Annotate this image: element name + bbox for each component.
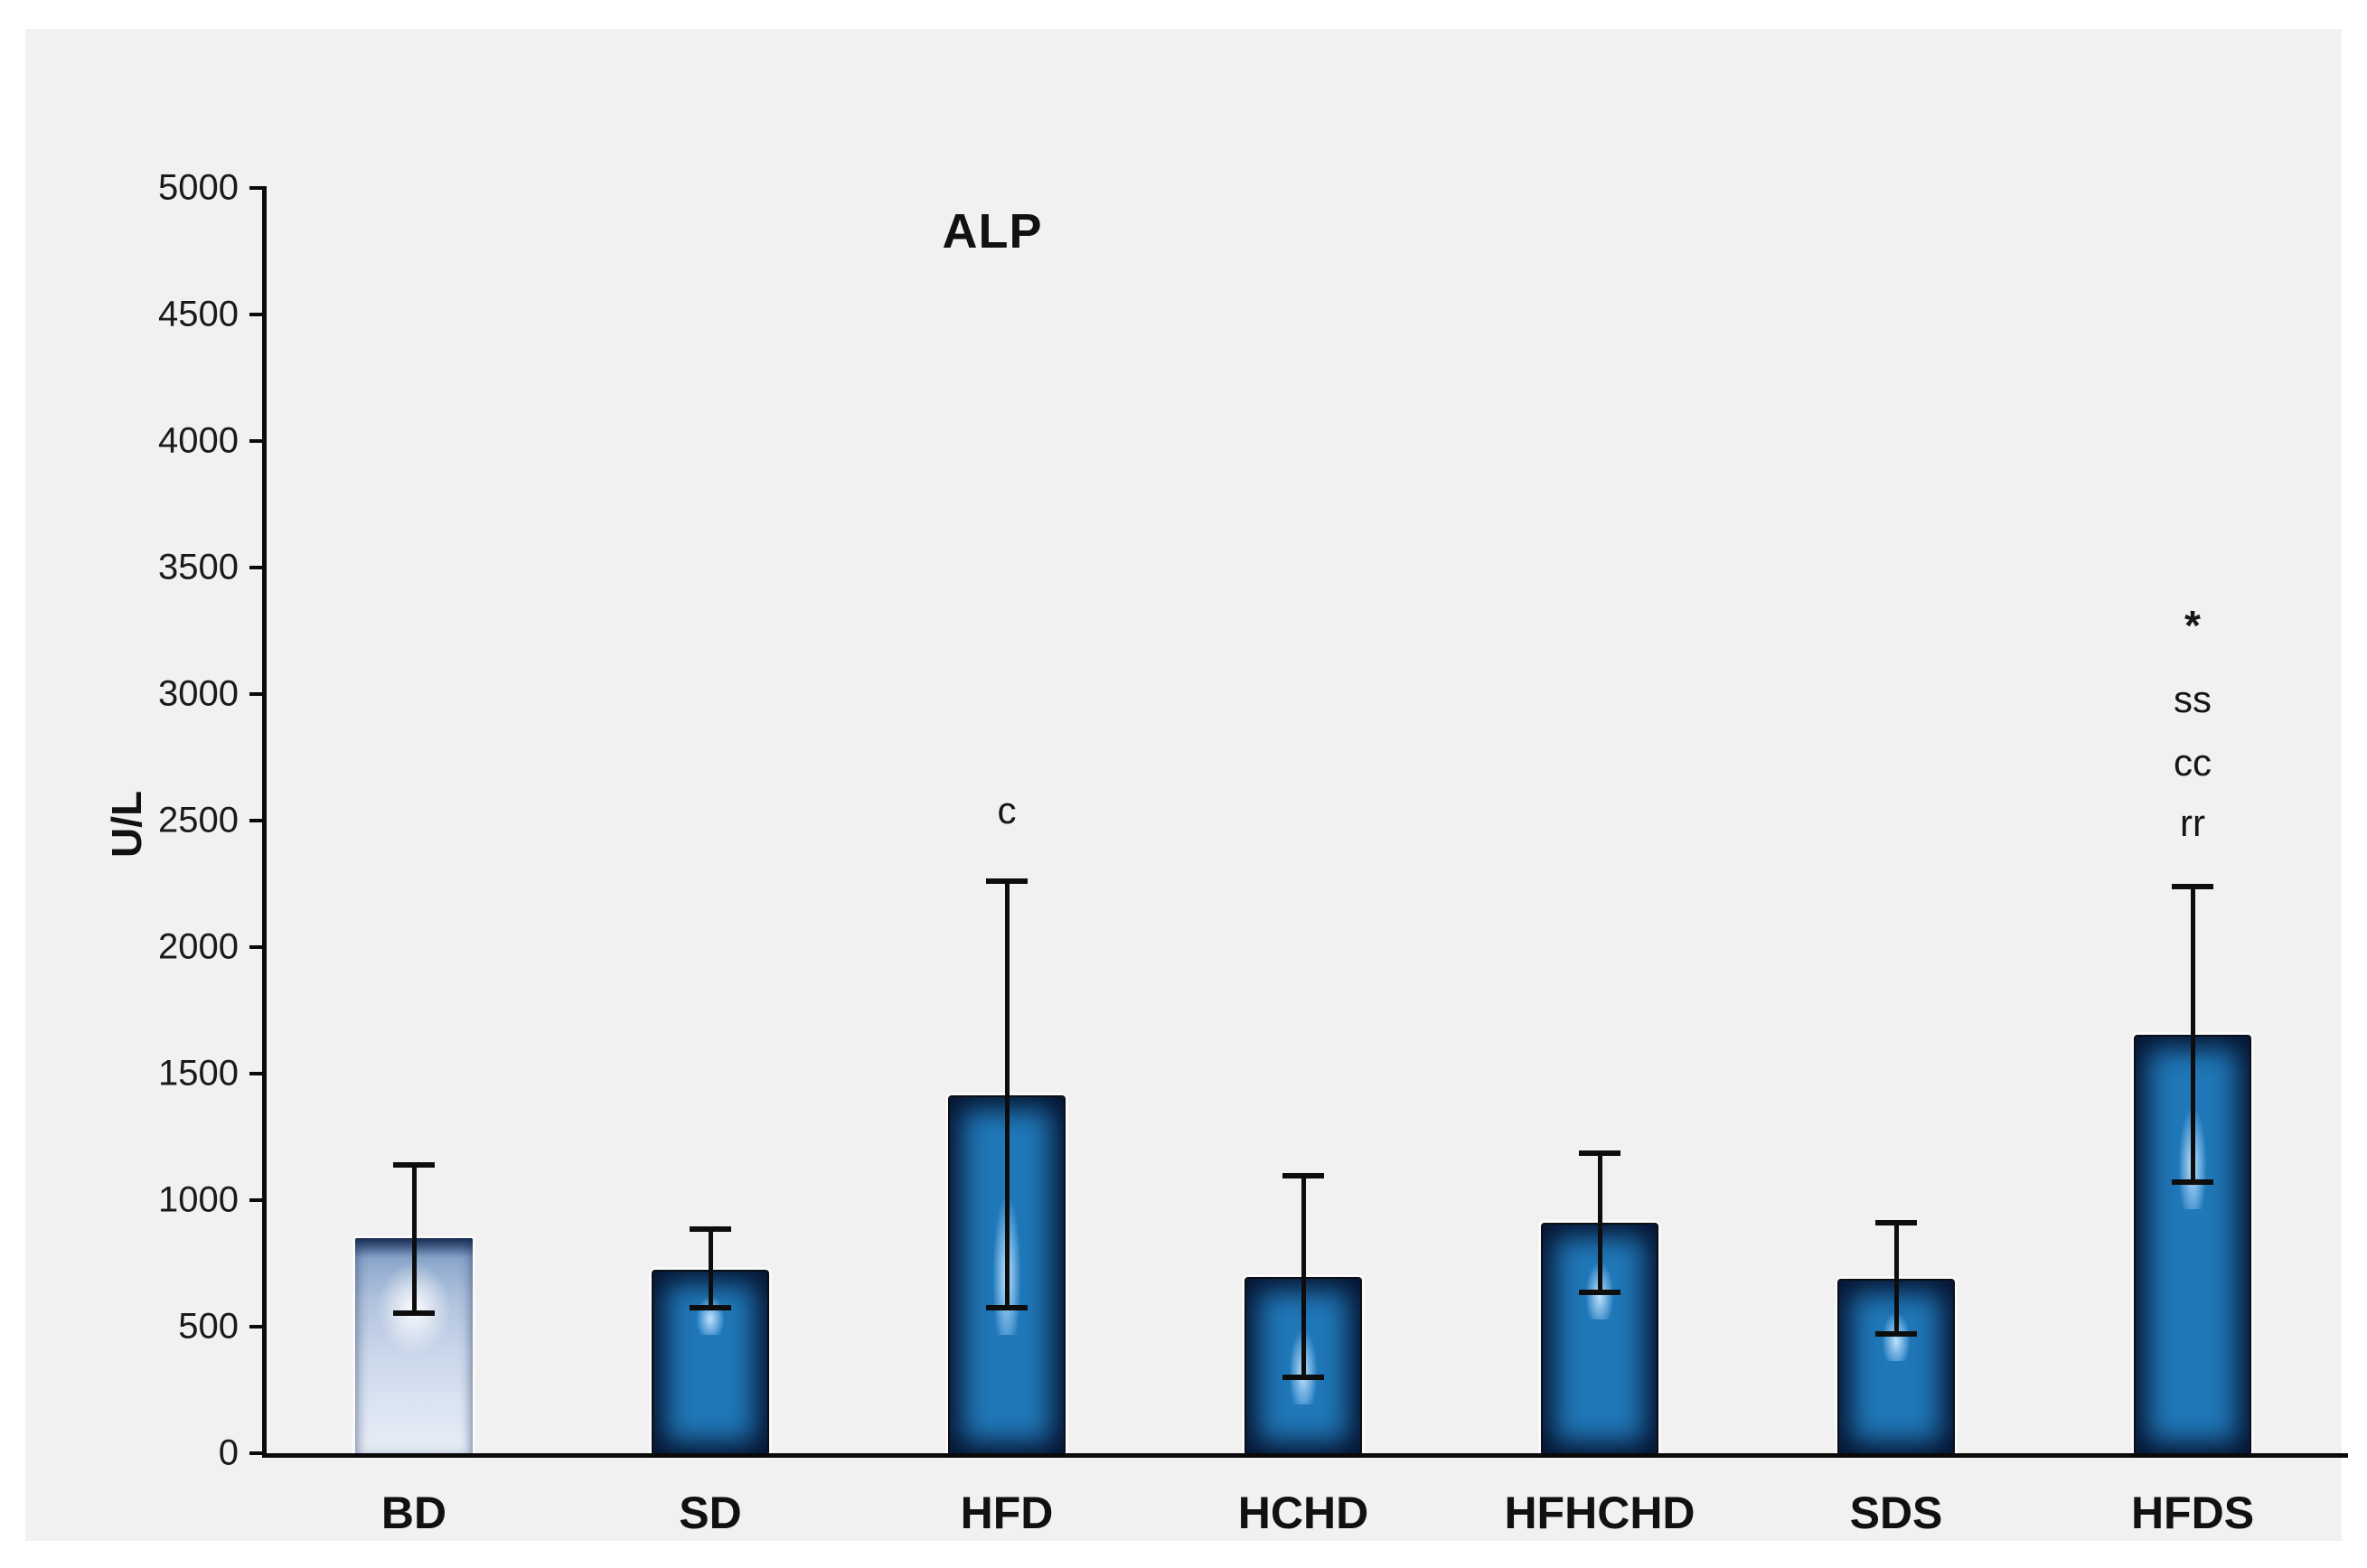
y-tick — [249, 1451, 264, 1455]
y-tick — [249, 313, 264, 316]
y-tick-label: 0 — [218, 1432, 239, 1473]
x-axis — [262, 1453, 2348, 1458]
y-tick — [249, 439, 264, 443]
y-tick-label: 1000 — [158, 1179, 239, 1220]
error-bar-HFDS — [2190, 886, 2195, 1183]
error-bar-BD — [411, 1164, 417, 1313]
error-cap-top-HFD — [986, 878, 1028, 885]
error-bar-SDS — [1893, 1223, 1899, 1335]
y-tick — [249, 186, 264, 190]
error-bar-HCHD — [1301, 1176, 1306, 1377]
plot-area: 0 500 1000 1500 2000 2500 3000 3500 4000 4500 5000… — [25, 29, 2367, 1568]
category-label-SD: SD — [679, 1488, 742, 1538]
error-bar-SD — [708, 1229, 713, 1308]
y-tick — [249, 692, 264, 696]
error-cap-bottom-HFD — [986, 1305, 1028, 1310]
error-cap-bottom-HFHCHD — [1579, 1290, 1620, 1296]
chart-panel: ALP U/L 0 500 1000 1500 2000 2500 3000 3500 4000… — [25, 29, 2348, 1541]
error-cap-bottom-HCHD — [1282, 1375, 1324, 1380]
y-tick — [249, 819, 264, 822]
error-cap-top-HCHD — [1282, 1173, 1324, 1179]
error-cap-bottom-HFDS — [2172, 1179, 2213, 1186]
y-tick-label: 4000 — [158, 420, 239, 461]
y-tick-label: 3000 — [158, 673, 239, 714]
y-tick — [249, 945, 264, 949]
y-tick — [249, 566, 264, 569]
annotation-HFDS-star: * — [2184, 602, 2201, 650]
y-tick — [249, 1325, 264, 1329]
annotation-HFDS-rr: rr — [2180, 801, 2205, 844]
y-tick-label: 5000 — [158, 167, 239, 208]
y-tick-label: 4500 — [158, 294, 239, 334]
category-label-HFD: HFD — [960, 1488, 1054, 1538]
category-label-HFDS: HFDS — [2130, 1488, 2255, 1538]
annotation-HFD-c: c — [997, 788, 1017, 831]
y-tick-label: 2000 — [158, 926, 239, 967]
y-tick-label: 1500 — [158, 1053, 239, 1094]
category-label-HCHD: HCHD — [1237, 1488, 1369, 1538]
category-label-HFHCHD: HFHCHD — [1504, 1488, 1695, 1538]
error-cap-bottom-SDS — [1875, 1331, 1917, 1338]
error-cap-top-BD — [393, 1161, 435, 1168]
error-cap-top-HFHCHD — [1579, 1150, 1620, 1157]
chart-title: ALP — [942, 204, 1043, 258]
error-cap-top-HFDS — [2172, 883, 2213, 889]
error-cap-top-SD — [690, 1226, 731, 1233]
error-cap-top-SDS — [1875, 1220, 1917, 1226]
error-bar-HFD — [1004, 881, 1010, 1308]
category-label-BD: BD — [380, 1488, 447, 1538]
error-cap-bottom-BD — [393, 1310, 435, 1316]
error-cap-bottom-SD — [690, 1305, 731, 1310]
y-tick-label: 2500 — [158, 800, 239, 840]
annotation-HFDS-cc: cc — [2174, 740, 2212, 784]
y-tick-label: 3500 — [158, 547, 239, 587]
category-label-SDS: SDS — [1849, 1488, 1943, 1538]
annotation-HFDS-ss: ss — [2174, 677, 2212, 720]
y-tick-label: 500 — [178, 1306, 239, 1347]
y-tick — [249, 1198, 264, 1202]
y-tick — [249, 1072, 264, 1075]
error-bar-HFHCHD — [1597, 1153, 1602, 1293]
y-axis — [262, 186, 267, 1458]
